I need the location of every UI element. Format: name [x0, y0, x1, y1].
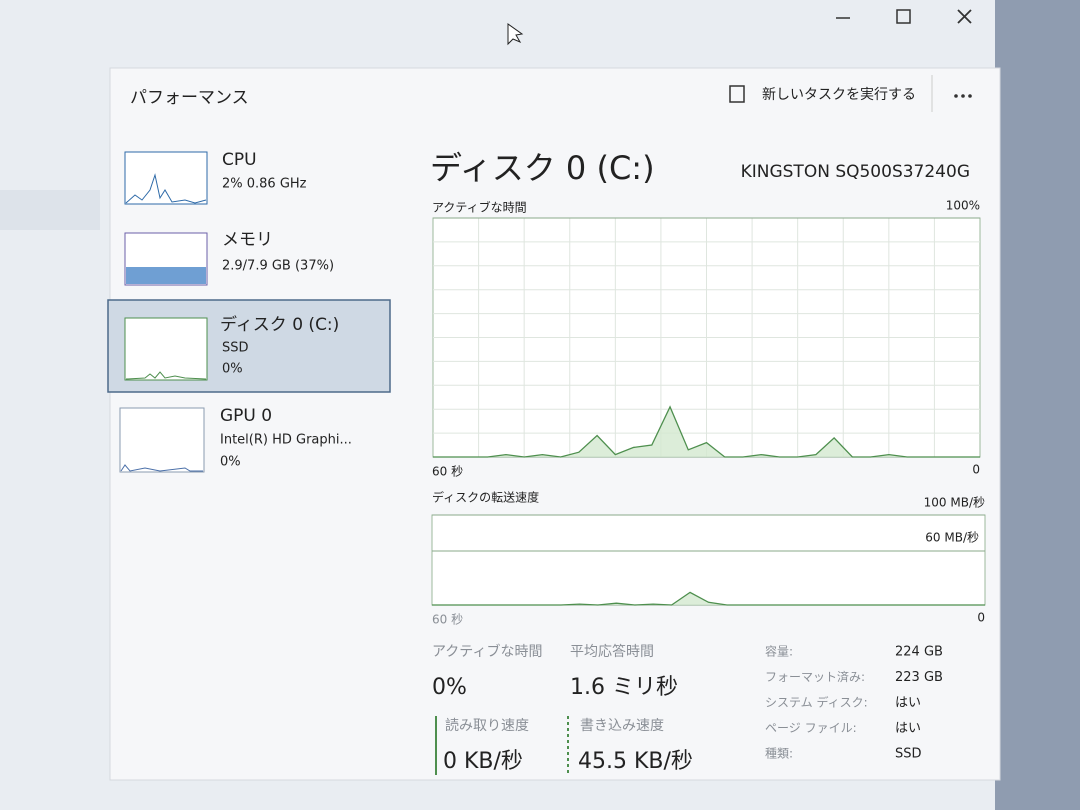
item-detail: Intel(R) HD Graphi... [220, 433, 352, 448]
chart-label: ディスクの転送速度 [432, 490, 539, 505]
stat-value: 0% [432, 675, 467, 700]
item-detail: SSD [222, 341, 249, 356]
tick-label: 100 MB/秒 [924, 496, 985, 510]
disk-item[interactable]: ディスク 0 (C:) SSD 0% [124, 314, 339, 381]
item-name: CPU [222, 150, 257, 170]
property-label: ページ ファイル: [765, 721, 857, 735]
run-task-icon [729, 85, 745, 103]
tick-label: 60 MB/秒 [925, 531, 979, 545]
mini-graph [124, 317, 208, 381]
chart-label: アクティブな時間 [432, 200, 527, 215]
item-detail: 0% [222, 362, 243, 377]
property-value: はい [895, 721, 921, 736]
mini-graph-line [125, 371, 207, 380]
mini-graph-line [125, 173, 207, 204]
mini-graph [124, 151, 208, 205]
property-label: システム ディスク: [765, 695, 868, 710]
mini-graph-fill [126, 267, 206, 284]
more-button[interactable] [954, 94, 972, 98]
property-value: はい [895, 696, 921, 711]
item-detail: 0% [220, 455, 241, 470]
stat-value: 1.6 ミリ秒 [570, 675, 678, 700]
mini-graph [119, 407, 205, 473]
cpu-item[interactable]: CPU 2% 0.86 GHz [124, 150, 307, 205]
memory-item[interactable]: メモリ 2.9/7.9 GB (37%) [124, 230, 334, 286]
item-detail: 2% 0.86 GHz [222, 177, 307, 192]
stat-value: 0 KB/秒 [443, 749, 523, 774]
item-name: ディスク 0 (C:) [220, 314, 339, 335]
property-label: フォーマット済み: [765, 669, 865, 684]
tick-label: 0 [977, 611, 985, 625]
tick-label: 0 [972, 463, 980, 477]
page-title: パフォーマンス [130, 88, 249, 108]
property-label: 種類: [765, 747, 793, 761]
stat-value: 45.5 KB/秒 [578, 749, 693, 774]
item-name: メモリ [222, 230, 273, 250]
gpu-item[interactable]: GPU 0 Intel(R) HD Graphi... 0% [119, 406, 352, 473]
tick-label: 100% [946, 199, 980, 213]
data-line [432, 591, 985, 606]
time-label: 60 秒 [432, 613, 463, 627]
property-value: 224 GB [895, 645, 943, 660]
run-task-label: 新しいタスクを実行する [762, 87, 916, 103]
property-value: SSD [895, 747, 922, 762]
data-line [433, 405, 980, 458]
item-name: GPU 0 [220, 406, 272, 426]
stat-label: 読み取り速度 [445, 717, 529, 734]
stat-label: アクティブな時間 [432, 643, 542, 660]
stat-label: 平均応答時間 [570, 643, 654, 660]
area-fill [433, 406, 980, 457]
mini-graph-line [120, 464, 203, 472]
property-value: 223 GB [895, 670, 943, 685]
time-label: 60 秒 [432, 465, 463, 479]
stat-label: 書き込み速度 [580, 718, 664, 734]
chart-area [431, 514, 986, 606]
item-detail: 2.9/7.9 GB (37%) [222, 259, 334, 274]
disk-model: KINGSTON SQ500S37240G [741, 162, 970, 182]
close-button[interactable] [957, 9, 972, 24]
nav-highlight [0, 190, 100, 230]
mouse-cursor [507, 23, 524, 46]
maximize-button[interactable] [896, 9, 911, 24]
run-task-button[interactable]: 新しいタスクを実行する [729, 85, 916, 103]
property-label: 容量: [765, 644, 793, 659]
disk-title: ディスク 0 (C:) [430, 149, 655, 187]
